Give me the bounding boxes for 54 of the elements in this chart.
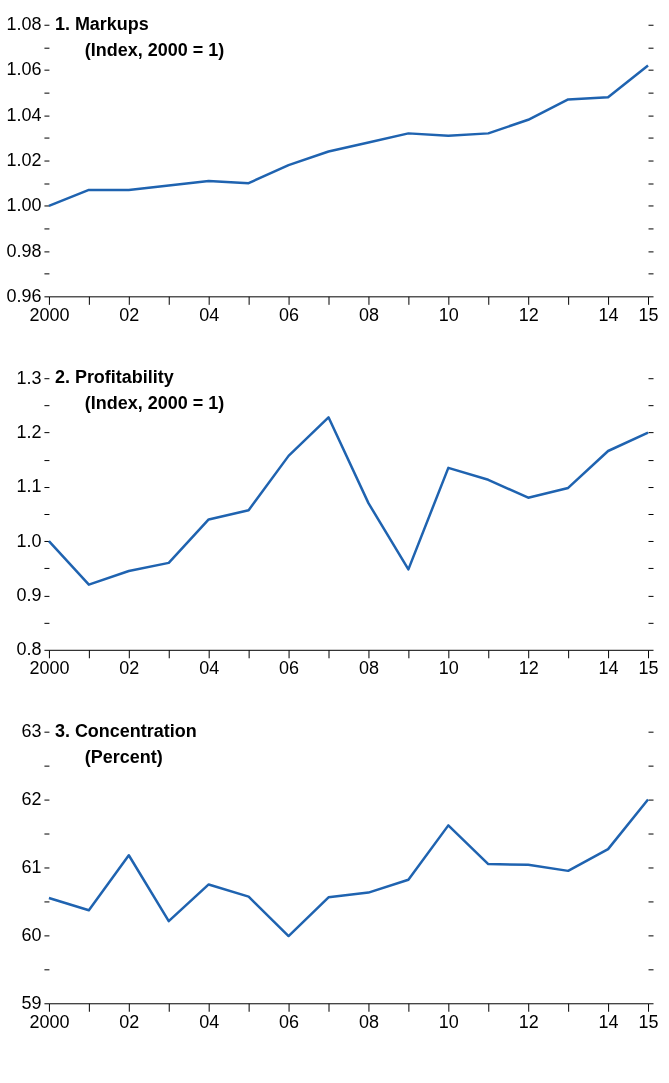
x-tick-label: 10: [438, 658, 459, 679]
line-series: [47, 416, 650, 586]
text: (Index, 2000 = 1): [84, 39, 225, 60]
x-tick-label: 10: [438, 304, 459, 325]
x-tick-label: 12: [518, 658, 539, 679]
y-tick-label: 61: [21, 856, 42, 877]
x-tick-label: 08: [358, 1011, 379, 1032]
line-series: [47, 64, 650, 208]
y-tick-label: 1.0: [16, 530, 42, 551]
x-tick-label: 02: [119, 658, 140, 679]
x-tick-label: 14: [598, 1011, 619, 1032]
x-tick-label: 06: [279, 304, 300, 325]
x-tick-label: 06: [279, 658, 300, 679]
x-tick-label: 2000: [29, 658, 70, 679]
text: (Percent): [84, 746, 163, 767]
chart-title: 2. Profitability: [54, 367, 174, 388]
y-tick-label: 60: [21, 924, 42, 945]
y-tick-label: 1.08: [6, 14, 42, 35]
x-tick-label: 2000: [29, 1011, 70, 1032]
x-tick-label: 14: [598, 658, 619, 679]
x-tick-label: 15: [638, 658, 659, 679]
y-tick-label: 0.8: [16, 639, 42, 660]
y-tick-label: 1.1: [16, 476, 42, 497]
x-tick-label: 08: [358, 304, 379, 325]
y-tick-label: 0.96: [6, 285, 42, 306]
chart-title: 1. Markups: [54, 13, 149, 34]
x-tick-label: 12: [518, 1011, 539, 1032]
x-tick-label: 14: [598, 304, 619, 325]
line-series: [47, 798, 650, 938]
x-tick-label: 04: [199, 304, 220, 325]
x-tick-label: 02: [119, 304, 140, 325]
x-tick-label: 04: [199, 1011, 220, 1032]
x-tick-label: 04: [199, 658, 220, 679]
y-tick-label: 1.00: [6, 195, 42, 216]
text: (Index, 2000 = 1): [84, 393, 225, 414]
y-tick-label: 63: [21, 721, 42, 742]
x-tick-label: 15: [638, 304, 659, 325]
y-tick-label: 59: [21, 992, 42, 1013]
x-tick-label: 15: [638, 1011, 659, 1032]
x-tick-label: 06: [279, 1011, 300, 1032]
y-tick-label: 0.98: [6, 240, 42, 261]
x-tick-label: 10: [438, 1011, 459, 1032]
chart-title: 3. Concentration: [54, 720, 197, 741]
y-tick-label: 1.06: [6, 59, 42, 80]
y-tick-label: 1.04: [6, 104, 42, 125]
y-tick-label: 0.9: [16, 584, 42, 605]
y-tick-label: 1.2: [16, 422, 42, 443]
y-tick-label: 62: [21, 789, 42, 810]
x-tick-label: 2000: [29, 304, 70, 325]
x-tick-label: 12: [518, 304, 539, 325]
y-tick-label: 1.02: [6, 150, 42, 171]
y-tick-label: 1.3: [16, 367, 42, 388]
x-tick-label: 08: [358, 658, 379, 679]
x-tick-label: 02: [119, 1011, 140, 1032]
